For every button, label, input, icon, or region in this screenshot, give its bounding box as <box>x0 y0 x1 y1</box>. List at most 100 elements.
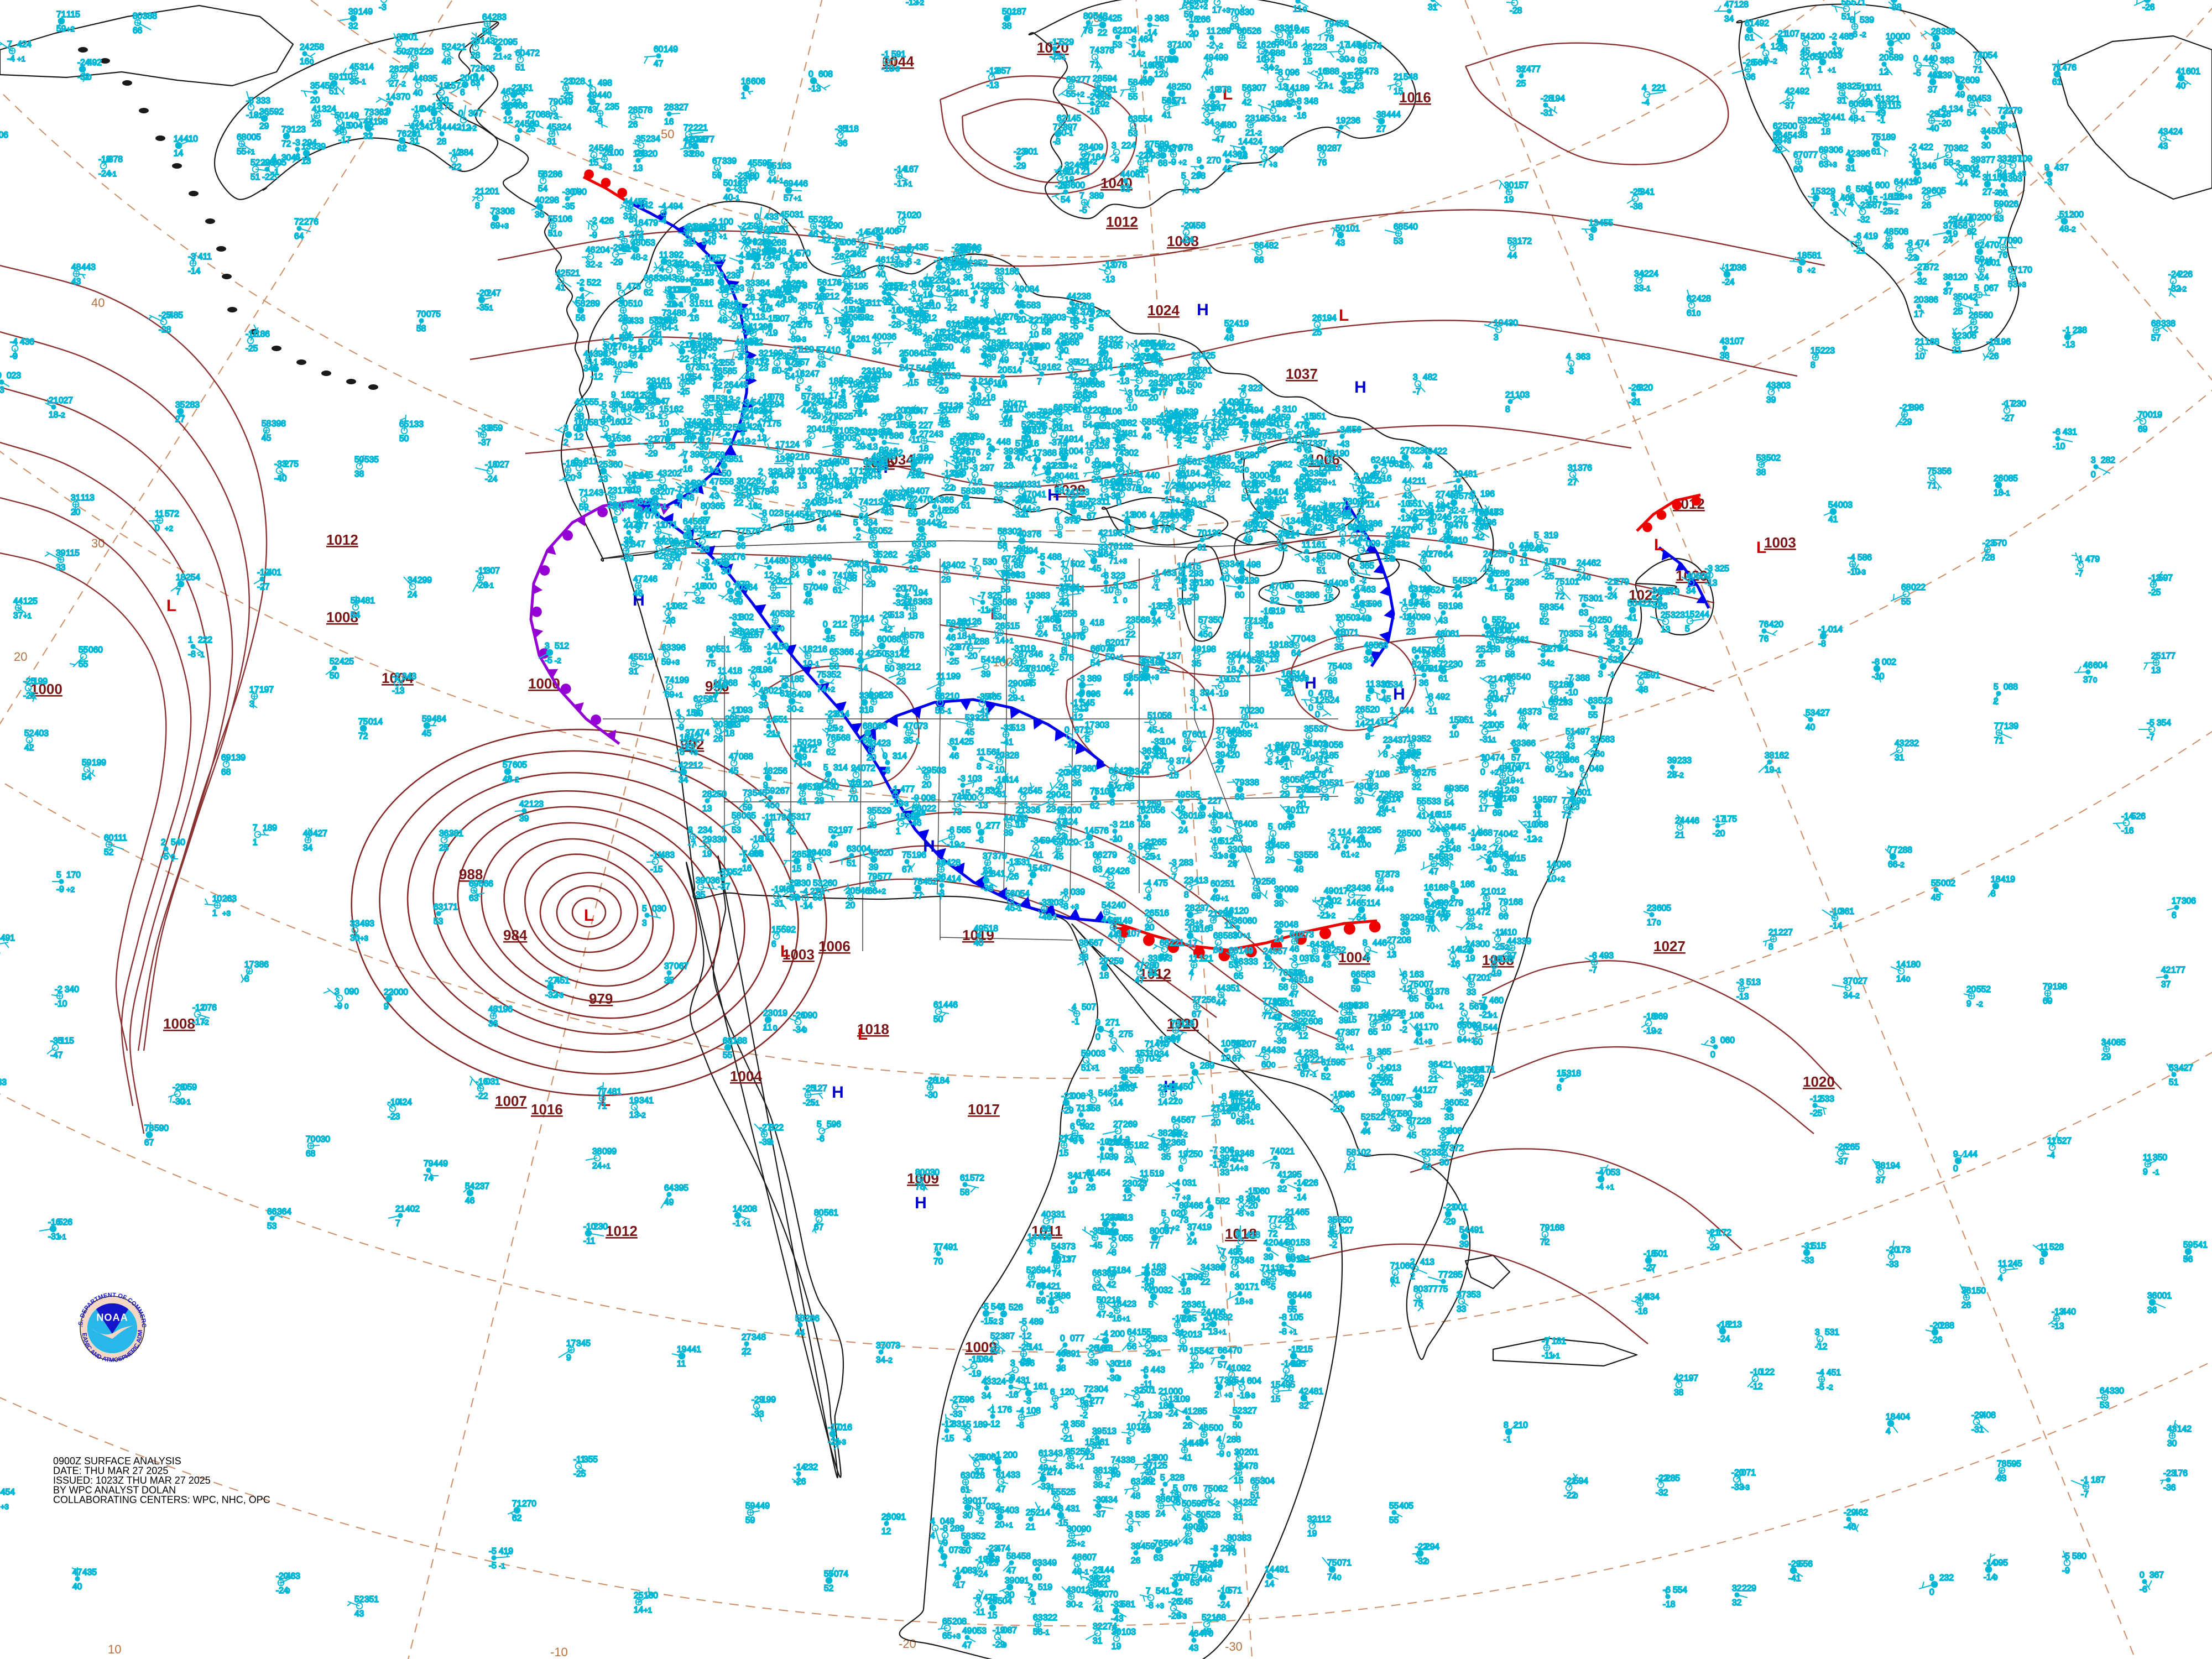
svg-text:59: 59 <box>745 1516 755 1525</box>
svg-text:18: 18 <box>1797 251 1807 260</box>
svg-text:21: 21 <box>1768 928 1778 937</box>
svg-text:65: 65 <box>834 441 844 450</box>
svg-text:592: 592 <box>745 338 759 347</box>
svg-text:354: 354 <box>2157 718 2171 728</box>
svg-text:0: 0 <box>1208 630 1212 639</box>
svg-text:387: 387 <box>1345 1028 1360 1037</box>
svg-text:26: 26 <box>745 293 755 302</box>
svg-text:162: 162 <box>1047 363 1061 372</box>
svg-text:037: 037 <box>1300 954 1314 963</box>
svg-text:259: 259 <box>1109 957 1124 966</box>
svg-text:52: 52 <box>1422 1148 1431 1157</box>
svg-text:43: 43 <box>1066 1585 1076 1595</box>
svg-text:63: 63 <box>1093 865 1102 874</box>
svg-text:0: 0 <box>1367 841 1371 849</box>
svg-text:185: 185 <box>1324 751 1339 760</box>
svg-text:280: 280 <box>1245 451 1259 460</box>
svg-text:17: 17 <box>775 440 785 450</box>
svg-text:503: 503 <box>932 766 946 775</box>
svg-text:57: 57 <box>912 314 922 323</box>
svg-text:153: 153 <box>1296 1238 1310 1248</box>
svg-text:44: 44 <box>1216 984 1226 993</box>
svg-text:34: 34 <box>679 775 688 785</box>
svg-text:288: 288 <box>1486 645 1500 654</box>
svg-text:64: 64 <box>1261 1046 1271 1055</box>
svg-text:+3: +3 <box>1741 1483 1750 1491</box>
svg-text:24: 24 <box>1406 613 1416 622</box>
svg-text:303: 303 <box>1095 721 1109 730</box>
svg-text:-9: -9 <box>743 238 750 247</box>
svg-text:35: 35 <box>1066 1462 1075 1471</box>
svg-text:34: 34 <box>876 1355 886 1365</box>
svg-text:-12: -12 <box>1019 1332 1031 1341</box>
svg-text:-7: -7 <box>978 591 985 601</box>
svg-text:34: 34 <box>815 782 825 791</box>
svg-text:29: 29 <box>2101 1052 2111 1062</box>
svg-text:50: 50 <box>399 434 409 444</box>
svg-text:58: 58 <box>1438 602 1448 611</box>
svg-text:171: 171 <box>444 902 458 912</box>
svg-text:381: 381 <box>449 829 463 838</box>
svg-text:188: 188 <box>733 1036 747 1046</box>
svg-text:28: 28 <box>1667 770 1677 780</box>
svg-text:197: 197 <box>838 826 853 835</box>
svg-text:594: 594 <box>1041 836 1055 846</box>
svg-text:21: 21 <box>49 396 58 405</box>
svg-text:15: 15 <box>1028 864 1037 873</box>
svg-text:-41: -41 <box>977 707 989 716</box>
svg-text:572: 572 <box>970 1173 984 1183</box>
svg-text:21: 21 <box>1428 1074 1438 1084</box>
svg-text:66: 66 <box>133 26 142 35</box>
svg-text:30: 30 <box>1067 1525 1077 1534</box>
svg-text:-4: -4 <box>1596 1182 1604 1192</box>
svg-text:2: 2 <box>987 437 992 447</box>
svg-text:1008: 1008 <box>163 1015 195 1032</box>
svg-text:18: 18 <box>1994 488 2003 498</box>
svg-text:32: 32 <box>645 397 655 406</box>
svg-text:15: 15 <box>1135 1049 1145 1058</box>
svg-text:052: 052 <box>878 526 893 536</box>
svg-text:38: 38 <box>1756 468 1766 477</box>
svg-text:21: 21 <box>1394 72 1403 82</box>
svg-text:-26: -26 <box>1471 1079 1483 1089</box>
svg-text:-5: -5 <box>963 1420 971 1430</box>
svg-text:21: 21 <box>1250 486 1259 495</box>
svg-text:4: 4 <box>1356 554 1361 563</box>
svg-text:533: 533 <box>1144 369 1159 379</box>
svg-text:+2: +2 <box>1327 911 1335 920</box>
svg-text:443: 443 <box>81 263 96 272</box>
svg-text:447: 447 <box>1212 103 1226 113</box>
svg-text:+1: +1 <box>743 1219 751 1228</box>
svg-text:074: 074 <box>834 1569 848 1579</box>
svg-text:-20: -20 <box>1144 1468 1156 1477</box>
svg-text:5: 5 <box>1534 531 1539 540</box>
svg-text:-8: -8 <box>595 117 603 126</box>
svg-text:7: 7 <box>176 587 181 597</box>
svg-text:62: 62 <box>740 628 749 637</box>
svg-text:80: 80 <box>1083 12 1093 21</box>
svg-text:63: 63 <box>469 894 478 903</box>
svg-text:276: 276 <box>1428 550 1443 559</box>
svg-text:533: 533 <box>1427 797 1441 806</box>
svg-text:74: 74 <box>817 685 827 694</box>
svg-text:396: 396 <box>671 643 686 653</box>
svg-text:1003: 1003 <box>1764 534 1796 551</box>
svg-text:49: 49 <box>664 1198 674 1207</box>
svg-text:+3: +3 <box>1071 902 1079 911</box>
svg-text:42: 42 <box>786 827 796 836</box>
svg-text:233: 233 <box>1053 461 1067 471</box>
svg-text:10: 10 <box>1256 55 1266 64</box>
svg-text:36: 36 <box>1233 916 1242 926</box>
svg-text:554: 554 <box>1673 1585 1687 1595</box>
svg-text:233: 233 <box>1677 756 1692 765</box>
svg-text:59: 59 <box>745 357 754 367</box>
svg-text:364: 364 <box>277 1207 291 1217</box>
svg-text:55: 55 <box>767 161 776 171</box>
svg-text:388: 388 <box>1325 67 1339 76</box>
svg-text:48: 48 <box>1072 1553 1082 1562</box>
svg-text:17: 17 <box>244 960 254 969</box>
svg-text:319: 319 <box>1271 607 1285 616</box>
svg-text:54: 54 <box>1444 799 1454 808</box>
svg-text:145: 145 <box>881 452 896 461</box>
svg-text:558: 558 <box>985 1555 1000 1564</box>
